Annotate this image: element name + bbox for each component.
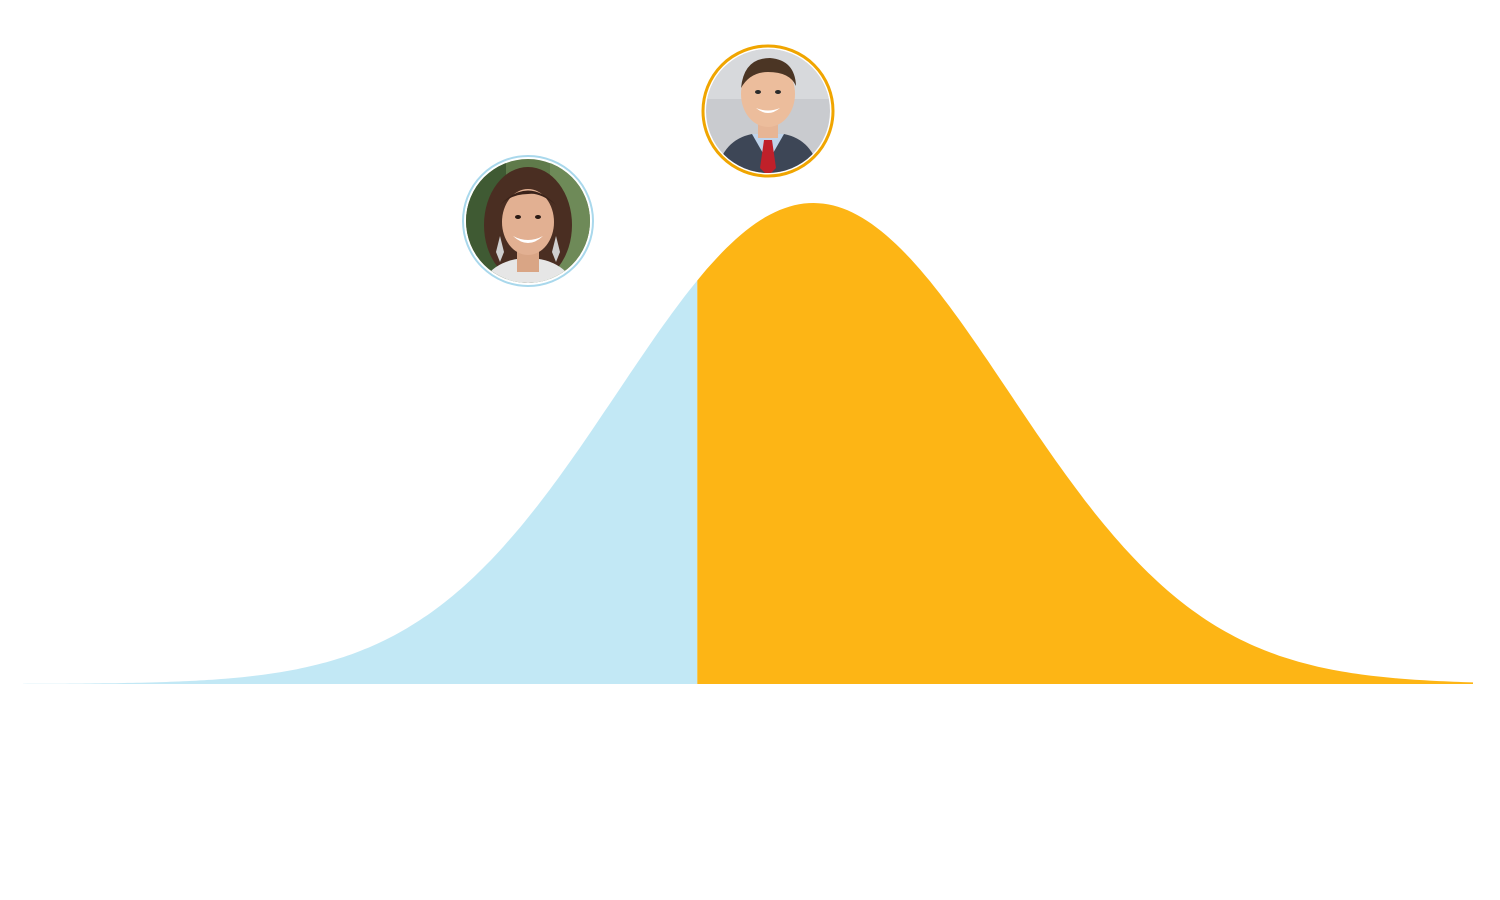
right-area — [697, 203, 1473, 684]
portrait-man-icon — [701, 44, 835, 178]
left-area — [23, 280, 698, 684]
portrait-woman-icon — [462, 155, 594, 287]
